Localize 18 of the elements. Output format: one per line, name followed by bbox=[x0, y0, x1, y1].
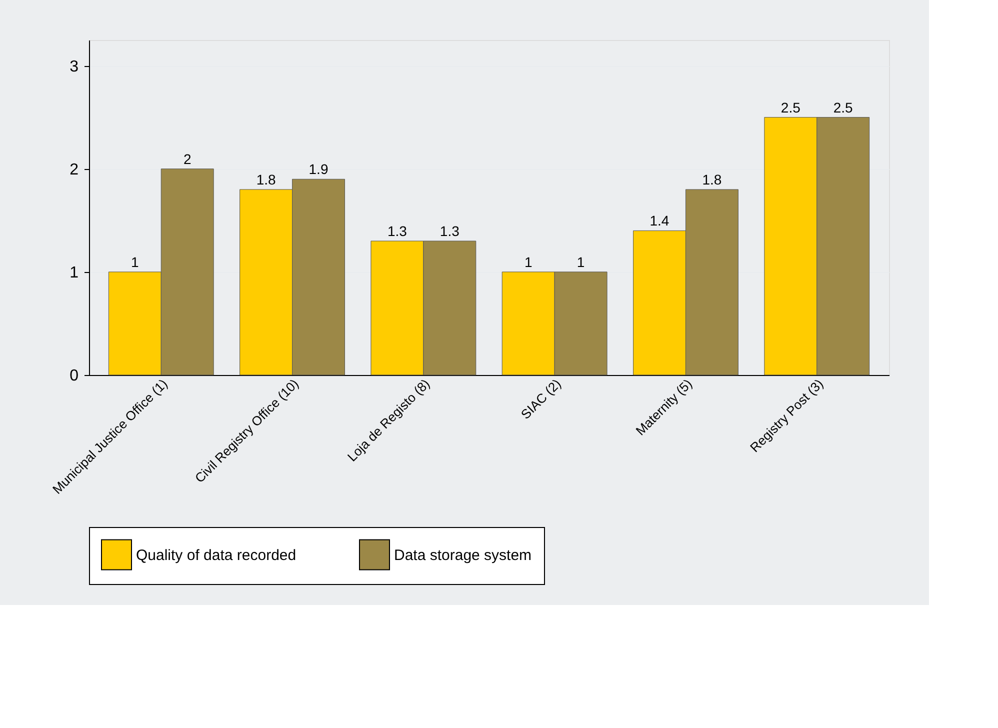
data-label: 1.4 bbox=[650, 212, 670, 229]
data-label: 1 bbox=[131, 254, 140, 270]
data-label: 1.3 bbox=[440, 223, 460, 239]
legend-label: Quality of data recorded bbox=[136, 546, 296, 564]
data-label: 1 bbox=[576, 254, 585, 270]
y-tick-label: 3 bbox=[70, 58, 79, 76]
data-label: 1.8 bbox=[702, 171, 722, 188]
data-label: 1.3 bbox=[387, 223, 408, 239]
data-label: 2.5 bbox=[833, 99, 854, 116]
data-label: 1.8 bbox=[256, 171, 276, 188]
data-label: 1 bbox=[524, 254, 532, 270]
y-tick-label: 2 bbox=[70, 161, 79, 178]
y-tick-label: 0 bbox=[70, 368, 79, 384]
y-tick-label: 1 bbox=[70, 264, 79, 282]
legend-label: Data storage system bbox=[394, 546, 532, 564]
data-label: 1.9 bbox=[308, 161, 328, 178]
data-label: 2.5 bbox=[780, 99, 801, 116]
data-label: 2 bbox=[183, 150, 192, 167]
